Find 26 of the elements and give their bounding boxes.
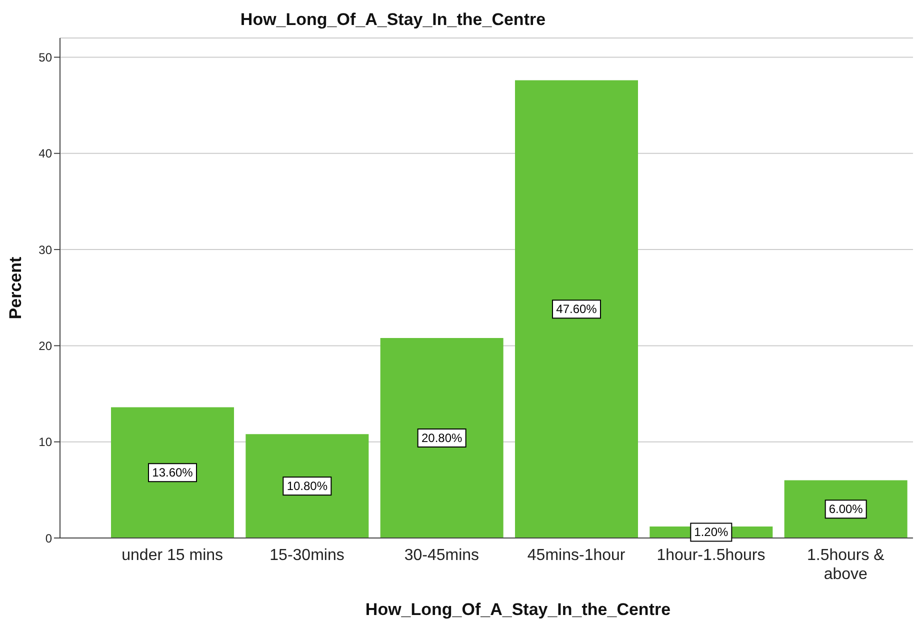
bar: [246, 434, 369, 538]
data-label: 20.80%: [421, 431, 463, 445]
data-label: 47.60%: [556, 302, 598, 316]
bar: [515, 80, 638, 538]
data-label: 10.80%: [286, 479, 328, 494]
x-tick-label: 1.5hours & above: [806, 547, 885, 583]
bar: [784, 480, 908, 538]
data-label: 1.20%: [694, 525, 729, 540]
x-tick-label: 45mins-1hour: [527, 547, 626, 564]
data-label: 13.60%: [152, 466, 194, 480]
data-label: 6.00%: [828, 502, 864, 516]
x-axis-title: How_Long_Of_A_Stay_In_the_Centre: [364, 600, 672, 620]
y-tick-label: 30: [38, 242, 52, 257]
y-tick-label: 10: [38, 435, 52, 450]
bar: [111, 407, 234, 538]
y-tick-label: 50: [38, 50, 52, 64]
y-tick-label: 0: [45, 531, 52, 546]
x-tick-label: 1hour-1.5hours: [656, 547, 766, 564]
x-tick-label: 15-30mins: [270, 547, 344, 564]
x-tick-label: under 15 mins: [122, 547, 224, 564]
chart-title: How_Long_Of_A_Stay_In_the_Centre: [239, 10, 547, 30]
x-tick-label: 30-45mins: [404, 547, 480, 564]
y-tick-label: 40: [38, 146, 52, 161]
bar: [380, 338, 504, 538]
y-axis-title: Percent: [6, 256, 26, 322]
y-tick-label: 20: [38, 338, 52, 353]
